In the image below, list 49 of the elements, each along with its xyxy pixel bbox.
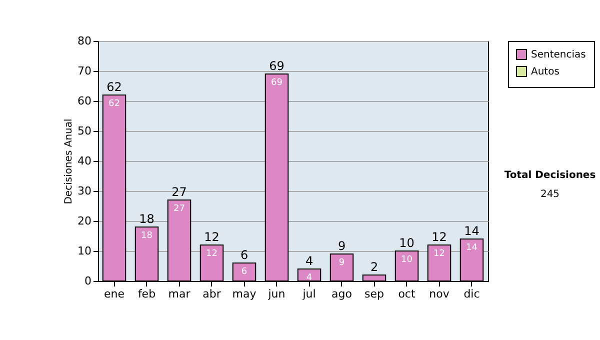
data-label: 9 [338, 258, 345, 268]
y-tick-label: 60 [78, 94, 92, 108]
y-tick-label: 40 [78, 154, 92, 168]
total-label: 62 [106, 80, 122, 94]
total-label: 12 [432, 230, 447, 244]
x-tick-label: feb [138, 288, 156, 300]
x-tick-label: oct [398, 288, 416, 300]
data-label: 27 [174, 204, 185, 214]
x-tick-label: mar [168, 288, 191, 300]
x-tick-label: jun [267, 288, 286, 300]
x-tick-label: abr [202, 288, 222, 300]
data-label: 14 [466, 243, 478, 253]
y-tick-label: 10 [78, 244, 92, 258]
total-label: 18 [139, 212, 154, 226]
y-axis-title: Decisiones Anual [64, 118, 75, 204]
x-tick-label: may [232, 288, 257, 300]
y-tick-label: 50 [78, 124, 92, 138]
total-label: 14 [464, 224, 480, 238]
total-label: 12 [204, 230, 220, 244]
data-label: 69 [271, 78, 283, 88]
total-label: 4 [305, 254, 314, 268]
data-label: 18 [141, 231, 153, 241]
total-label: 10 [399, 236, 414, 250]
total-label: 27 [172, 185, 187, 199]
y-tick-label: 0 [84, 274, 92, 288]
data-label: 10 [401, 255, 413, 265]
data-label: 12 [434, 249, 445, 259]
y-tick-label: 20 [78, 214, 92, 228]
x-tick-label: dic [464, 288, 480, 300]
y-tick-label: 30 [78, 184, 92, 198]
text: Total Decisiones [503, 170, 597, 181]
x-tick-label: sep [364, 288, 384, 300]
data-label: 4 [306, 273, 312, 283]
data-label: 62 [108, 99, 120, 109]
x-tick-label: jul [302, 288, 316, 300]
total-label: 9 [338, 239, 346, 253]
data-label: 6 [241, 267, 248, 277]
x-tick-label: nov [429, 288, 450, 300]
text: 245 [539, 189, 561, 200]
y-tick-label: 80 [78, 34, 92, 48]
total-label: 6 [240, 248, 248, 262]
data-label: 12 [206, 249, 218, 259]
total-label: 2 [370, 260, 378, 274]
x-tick-label: ago [332, 288, 352, 300]
legend-label: Autos [531, 66, 560, 78]
y-tick-label: 70 [78, 64, 92, 78]
x-tick-label: ene [104, 288, 125, 300]
legend-label: Sentencias [531, 50, 586, 60]
total-label: 69 [269, 59, 284, 73]
